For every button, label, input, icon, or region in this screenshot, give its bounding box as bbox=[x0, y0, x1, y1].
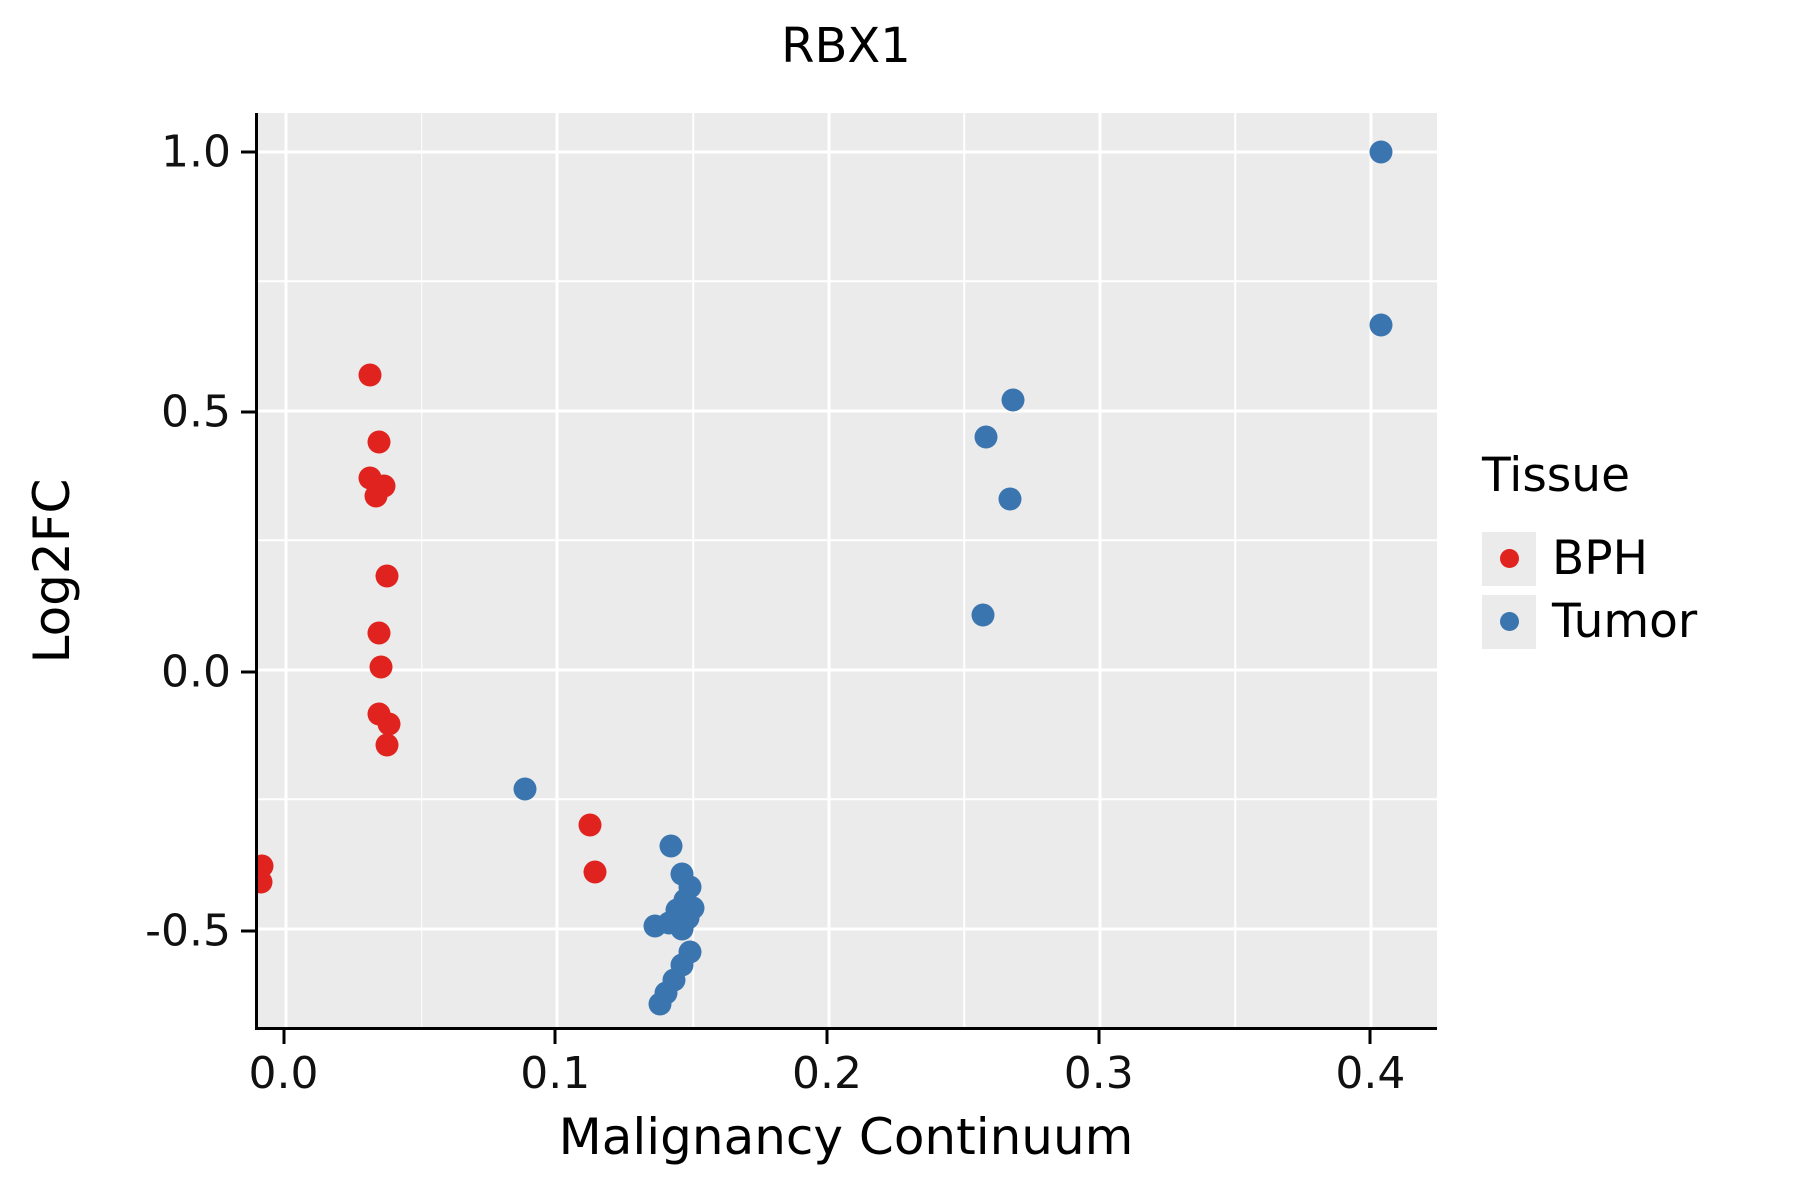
x-tick-mark bbox=[1097, 1030, 1101, 1044]
y-tick-label: 1.0 bbox=[161, 126, 231, 178]
data-point-tumor bbox=[974, 425, 998, 449]
data-point-bph bbox=[578, 813, 602, 837]
gridline-minor-vertical bbox=[1234, 113, 1236, 1027]
x-tick-mark bbox=[825, 1030, 829, 1044]
gridline-minor-vertical bbox=[692, 113, 694, 1027]
legend-marker-icon bbox=[1499, 549, 1519, 568]
legend-marker-icon bbox=[1499, 612, 1519, 631]
data-point-tumor bbox=[1001, 388, 1025, 412]
gridline-major-horizontal bbox=[258, 409, 1437, 413]
data-point-bph bbox=[367, 621, 391, 645]
gridline-minor-vertical bbox=[963, 113, 965, 1027]
plot-panel bbox=[255, 113, 1437, 1030]
gridline-minor-horizontal bbox=[258, 539, 1437, 541]
legend-title: Tissue bbox=[1482, 448, 1630, 503]
gridline-minor-horizontal bbox=[258, 280, 1437, 283]
data-point-bph bbox=[375, 564, 399, 588]
data-point-bph bbox=[258, 870, 273, 894]
gridline-major-horizontal bbox=[258, 668, 1437, 672]
y-tick-label: -0.5 bbox=[145, 905, 231, 957]
legend-entry-tumor: Tumor bbox=[1482, 594, 1697, 649]
x-tick-label: 0.4 bbox=[1335, 1048, 1406, 1099]
data-point-bph bbox=[367, 430, 391, 454]
data-point-bph bbox=[358, 363, 382, 386]
data-point-tumor bbox=[971, 603, 995, 627]
legend-entries: BPH Tumor bbox=[1482, 531, 1697, 649]
y-tick-mark bbox=[241, 929, 255, 933]
x-axis: 0.0 0.1 0.2 0.3 0.4 bbox=[249, 1030, 1437, 1105]
data-point-bph bbox=[583, 860, 607, 884]
y-tick-label: 0.0 bbox=[161, 646, 231, 697]
x-tick-mark bbox=[282, 1030, 286, 1044]
chart-title: RBX1 bbox=[781, 18, 911, 74]
gridline-major-vertical bbox=[1369, 113, 1373, 1027]
gridline-major-horizontal bbox=[258, 927, 1437, 931]
gridline-major-vertical bbox=[1098, 113, 1102, 1027]
legend-label: BPH bbox=[1552, 531, 1648, 586]
data-point-tumor bbox=[1369, 140, 1393, 164]
legend: Tissue BPH Tumor bbox=[1482, 448, 1697, 657]
data-point-tumor bbox=[670, 917, 694, 941]
gridline-major-vertical bbox=[555, 113, 559, 1027]
gridline-major-vertical bbox=[827, 113, 831, 1027]
data-point-tumor bbox=[513, 777, 537, 801]
x-tick-label: 0.2 bbox=[791, 1048, 862, 1099]
data-point-tumor bbox=[648, 992, 672, 1016]
gridline-minor-vertical bbox=[421, 113, 423, 1027]
data-point-tumor bbox=[998, 487, 1022, 511]
gridline-major-horizontal bbox=[258, 150, 1437, 154]
data-point-bph bbox=[375, 733, 399, 757]
legend-key bbox=[1482, 594, 1536, 649]
data-point-tumor bbox=[1369, 313, 1393, 337]
legend-key bbox=[1482, 531, 1536, 586]
data-point-bph bbox=[364, 484, 388, 508]
x-tick-mark bbox=[1368, 1030, 1372, 1044]
x-tick-label: 0.0 bbox=[248, 1048, 319, 1099]
y-tick-mark bbox=[241, 150, 255, 154]
data-point-tumor bbox=[643, 914, 667, 938]
legend-label: Tumor bbox=[1552, 594, 1698, 649]
x-axis-label: Malignancy Continuum bbox=[558, 1108, 1134, 1166]
gridline-major-vertical bbox=[284, 113, 288, 1027]
legend-entry-bph: BPH bbox=[1482, 531, 1697, 586]
x-tick-label: 0.3 bbox=[1063, 1048, 1134, 1099]
x-tick-label: 0.1 bbox=[520, 1048, 591, 1099]
y-axis: -0.5 0.0 0.5 1.0 bbox=[0, 113, 255, 1030]
data-point-bph bbox=[377, 712, 401, 736]
y-tick-mark bbox=[241, 670, 255, 673]
x-tick-mark bbox=[553, 1030, 557, 1044]
data-point-tumor bbox=[659, 834, 683, 858]
y-tick-mark bbox=[241, 410, 255, 414]
data-point-bph bbox=[369, 655, 393, 679]
y-tick-label: 0.5 bbox=[161, 386, 231, 438]
gridline-minor-horizontal bbox=[258, 798, 1437, 800]
